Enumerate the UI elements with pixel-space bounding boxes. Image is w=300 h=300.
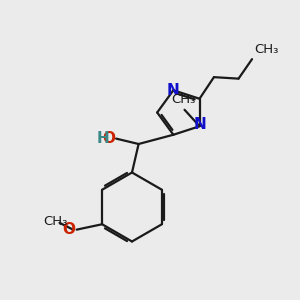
Text: CH₃: CH₃ [254,43,279,56]
Text: N: N [167,83,180,98]
Text: O: O [62,222,75,237]
Text: CH₃: CH₃ [43,215,67,228]
Text: H: H [97,131,110,146]
Text: N: N [193,117,206,132]
Text: CH₃: CH₃ [171,93,195,106]
Text: O: O [102,130,115,146]
